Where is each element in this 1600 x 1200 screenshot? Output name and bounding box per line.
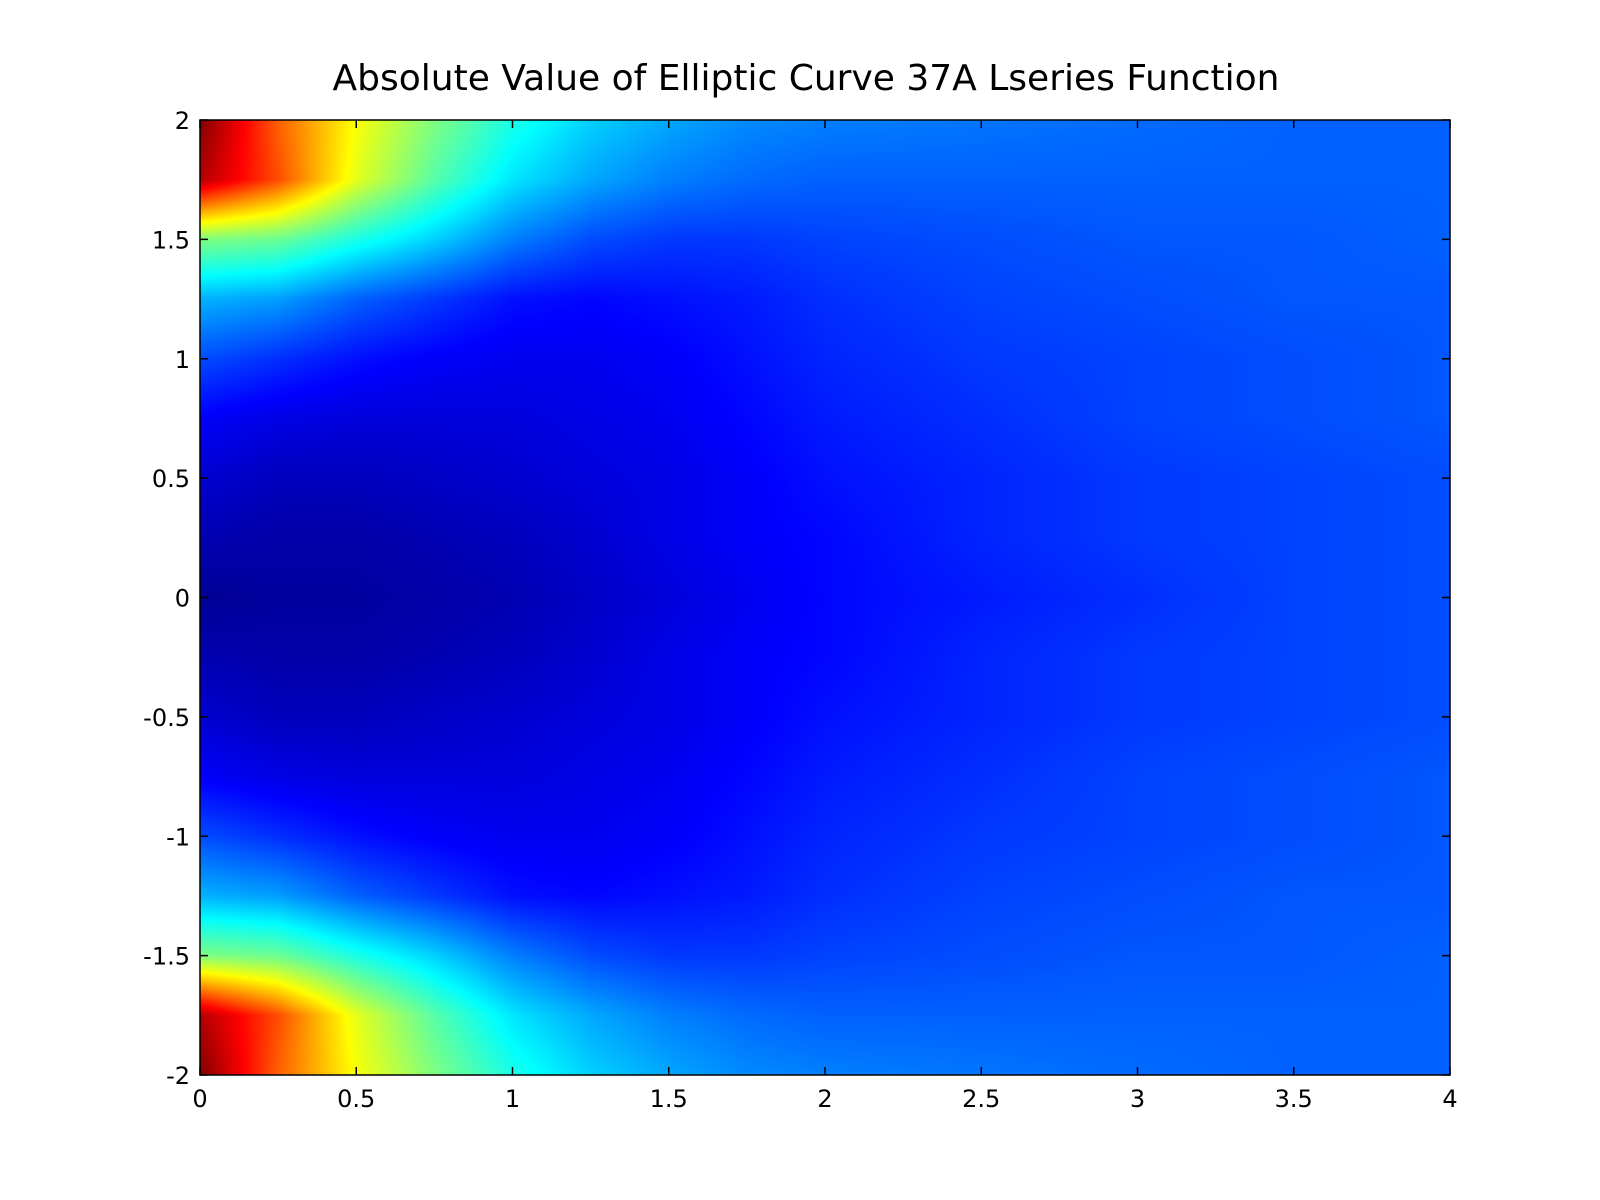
x-tick-label: 3 bbox=[1130, 1085, 1145, 1113]
x-tick-label: 2 bbox=[817, 1085, 832, 1113]
y-tick-label: -1 bbox=[166, 823, 190, 851]
y-tick-label: -2 bbox=[166, 1062, 190, 1090]
x-tick-label: 0.5 bbox=[337, 1085, 375, 1113]
heatmap-canvas bbox=[200, 120, 1450, 1075]
y-tick-label: -0.5 bbox=[143, 704, 190, 732]
y-axis: 2 1.5 1 0.5 0 -0.5 -1 -1.5 -2 bbox=[143, 107, 1450, 1090]
x-tick-label: 2.5 bbox=[962, 1085, 1000, 1113]
x-tick-label: 3.5 bbox=[1275, 1085, 1313, 1113]
y-tick-label: 0 bbox=[175, 585, 190, 613]
x-tick-label: 0 bbox=[192, 1085, 207, 1113]
x-tick-label: 4 bbox=[1442, 1085, 1457, 1113]
y-tick-label: 1.5 bbox=[152, 226, 190, 254]
heatmap-area bbox=[200, 120, 1450, 1075]
y-tick-label: 0.5 bbox=[152, 465, 190, 493]
x-tick-label: 1.5 bbox=[650, 1085, 688, 1113]
x-axis: 0 0.5 1 1.5 2 2.5 3 3.5 4 bbox=[192, 120, 1458, 1113]
y-tick-label: 2 bbox=[175, 107, 190, 135]
y-tick-label: 1 bbox=[175, 346, 190, 374]
y-tick-label: -1.5 bbox=[143, 943, 190, 971]
x-tick-label: 1 bbox=[505, 1085, 520, 1113]
chart-title: Absolute Value of Elliptic Curve 37A Lse… bbox=[333, 58, 1280, 99]
